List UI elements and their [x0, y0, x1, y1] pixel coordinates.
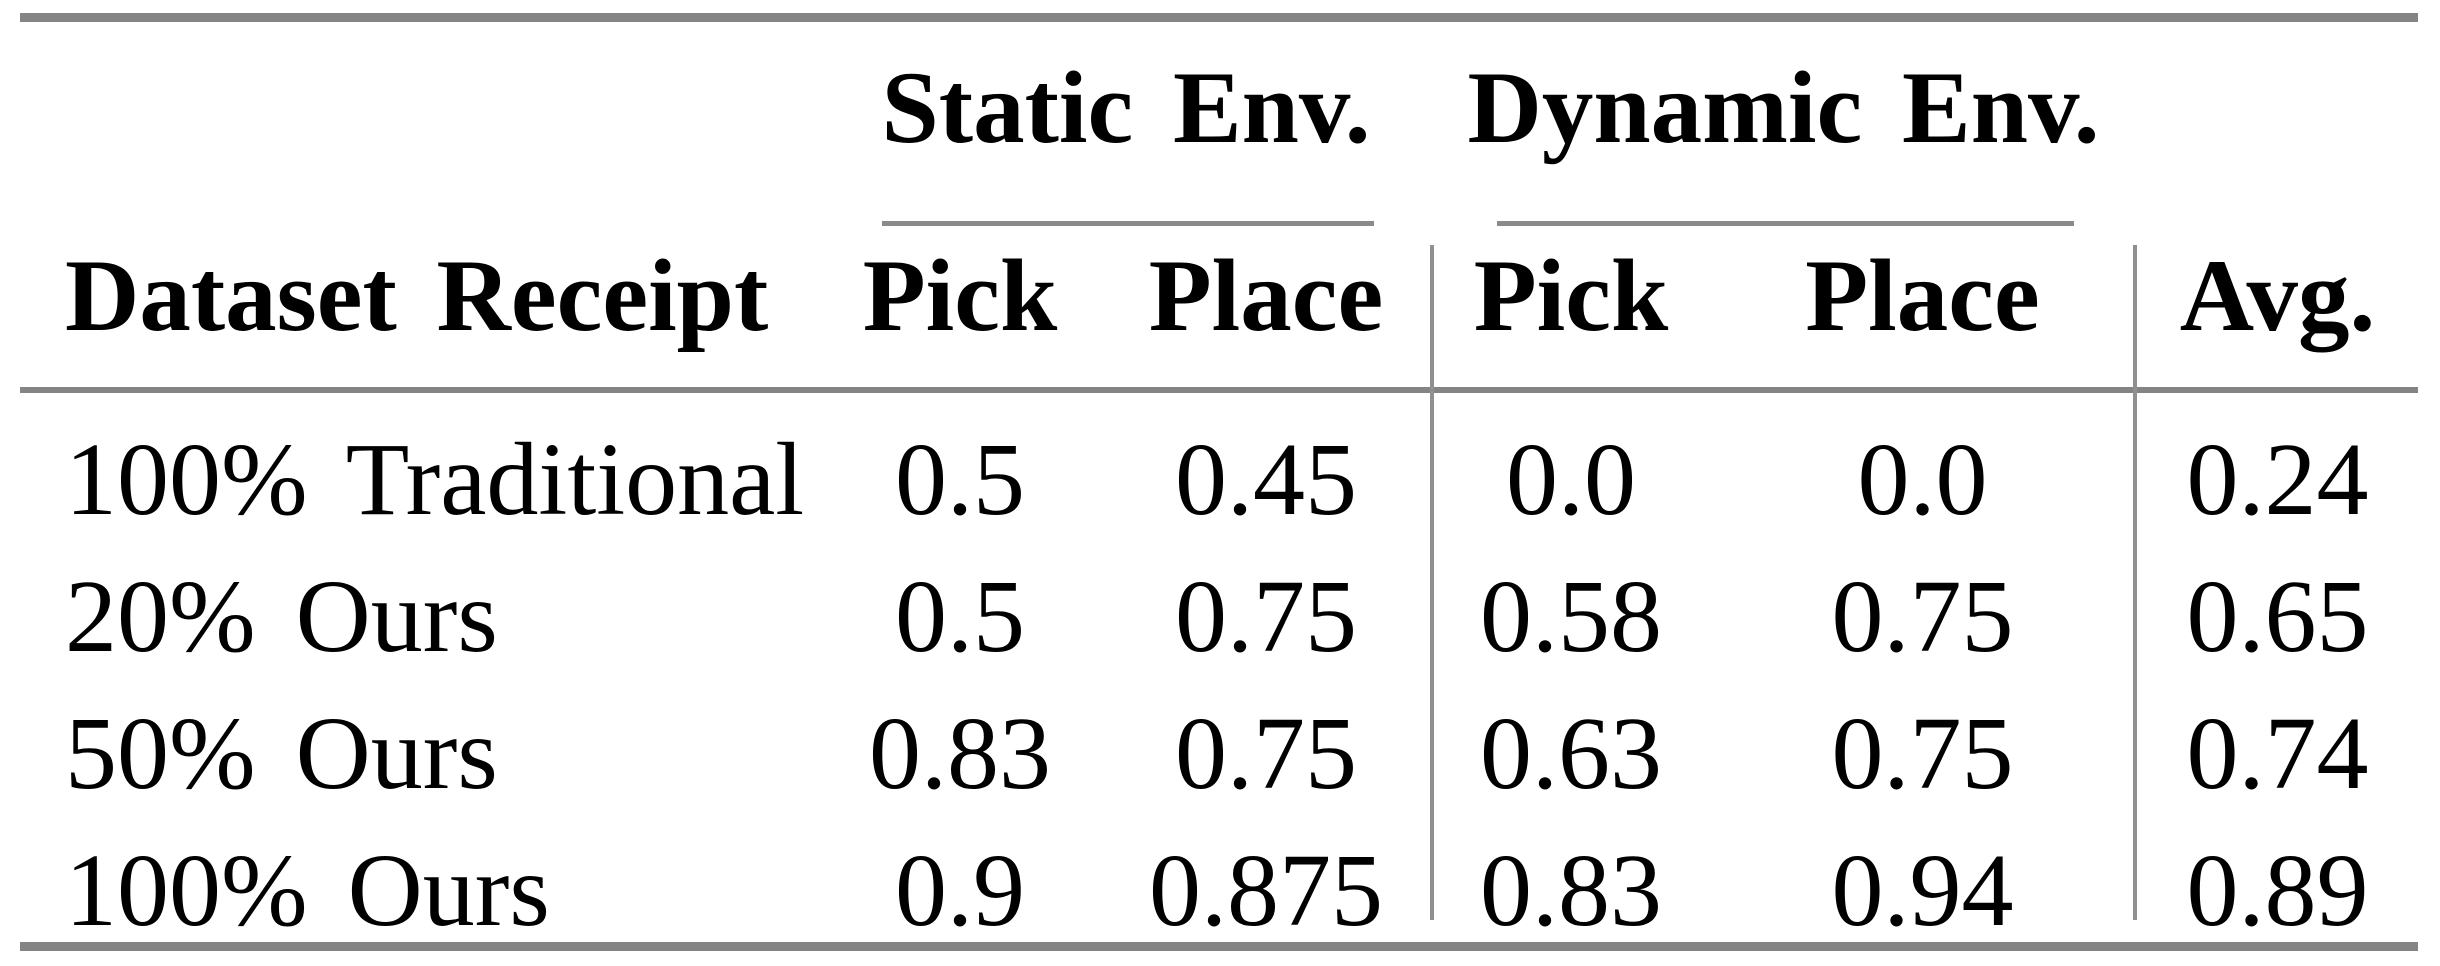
table-cell: 0.24 — [2186, 422, 2369, 537]
table-bottom-rule — [20, 942, 2418, 951]
table-cell: 0.94 — [1831, 833, 2014, 948]
table-cell: 0.89 — [2186, 833, 2369, 948]
column-header-dynamic-pick: Pick — [1473, 239, 1669, 353]
table-cell: 0.0 — [1506, 422, 1636, 537]
column-divider-static-dynamic — [1430, 245, 1434, 920]
column-header-avg: Avg. — [2179, 239, 2376, 353]
table-cell: 0.83 — [1480, 833, 1662, 948]
table-cell: 0.58 — [1480, 559, 1662, 674]
table-cell: 0.45 — [1175, 422, 1357, 537]
static-env-group-underline — [882, 221, 1374, 226]
table-top-rule — [20, 13, 2418, 22]
row-label: 50% Ours — [65, 696, 498, 811]
column-header-dataset-receipt: Dataset Receipt — [65, 239, 769, 353]
table-cell: 0.83 — [869, 696, 1051, 811]
table-cell: 0.65 — [2186, 559, 2369, 674]
column-header-dynamic-place: Place — [1805, 239, 2040, 353]
column-header-static-pick: Pick — [862, 239, 1058, 353]
results-table: Static Env. Dynamic Env. Dataset Receipt… — [20, 22, 2420, 948]
row-label: 20% Ours — [65, 559, 498, 674]
table-cell: 0.75 — [1175, 696, 1357, 811]
column-group-header-static-env: Static Env. — [881, 51, 1371, 165]
column-divider-dynamic-avg — [2133, 245, 2137, 920]
table-cell: 0.75 — [1831, 696, 2014, 811]
table-cell: 0.75 — [1831, 559, 2014, 674]
table-cell: 0.5 — [895, 422, 1025, 537]
table-cell: 0.5 — [895, 559, 1025, 674]
table-cell: 0.9 — [895, 833, 1025, 948]
table-cell: 0.0 — [1857, 422, 1988, 537]
row-label: 100% Ours — [65, 833, 550, 948]
table-cell: 0.63 — [1480, 696, 1662, 811]
table-cell: 0.875 — [1149, 833, 1383, 948]
row-label: 100% Traditional — [65, 422, 805, 537]
dynamic-env-group-underline — [1497, 221, 2074, 226]
table-cell: 0.75 — [1175, 559, 1357, 674]
table-header-rule — [20, 387, 2418, 393]
column-header-static-place: Place — [1148, 239, 1384, 353]
column-group-header-dynamic-env: Dynamic Env. — [1467, 51, 2100, 165]
table-cell: 0.74 — [2186, 696, 2369, 811]
